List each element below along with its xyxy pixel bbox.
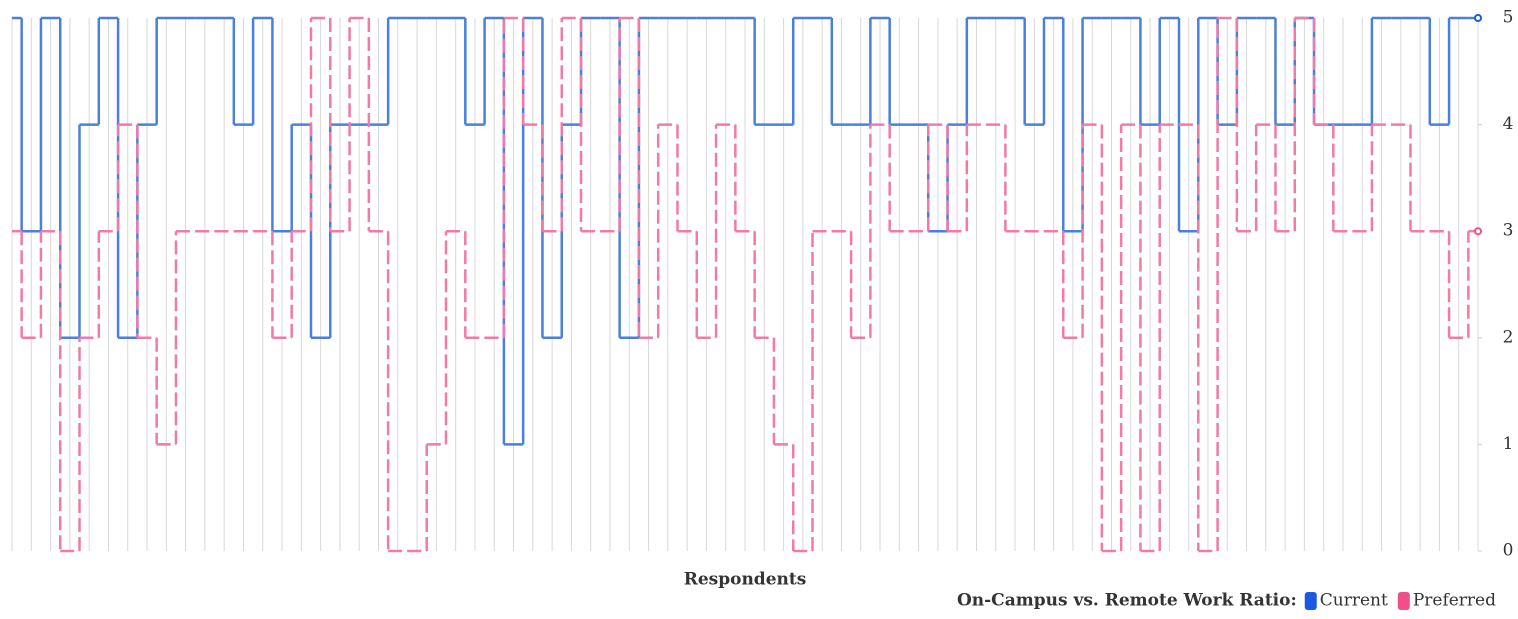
end-marker <box>1474 227 1482 236</box>
y-tick-label: 4 <box>1503 114 1514 134</box>
y-tick-label: 3 <box>1503 221 1514 241</box>
legend-swatch <box>1397 592 1410 610</box>
series-line <box>12 16 1482 553</box>
x-axis-label: Respondents <box>684 570 807 590</box>
legend-label: Current <box>1320 591 1388 611</box>
end-marker <box>1474 14 1482 22</box>
legend-label: Preferred <box>1413 591 1496 611</box>
y-tick-label: 1 <box>1503 434 1514 454</box>
legend-swatch <box>1304 592 1317 610</box>
series-line <box>12 14 1482 446</box>
legend: On-Campus vs. Remote Work Ratio: Current P… <box>957 591 1496 611</box>
legend-title: On-Campus vs. Remote Work Ratio: <box>957 591 1297 611</box>
y-tick-label: 2 <box>1503 327 1514 347</box>
y-tick-label: 5 <box>1503 8 1514 28</box>
y-tick-label: 0 <box>1503 541 1514 561</box>
